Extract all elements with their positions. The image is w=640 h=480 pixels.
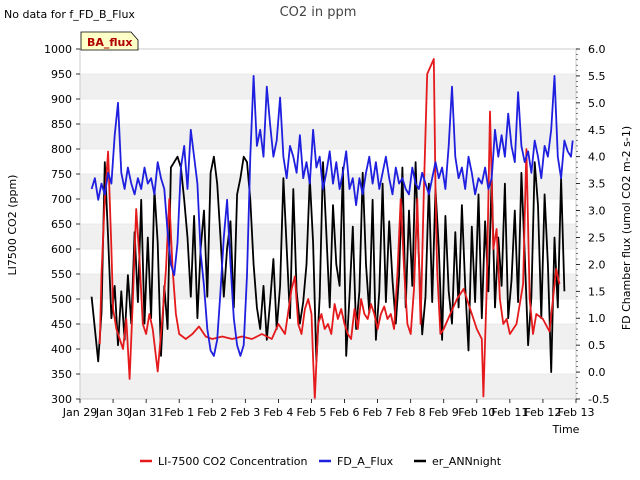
right-axis: -0.5 0.0 0.5 1.0 1.5 2.0 2.5 3.0 3.5 4.0 4.5 5.0 5.5… xyxy=(576,43,609,406)
y2-tick-label: 6.0 xyxy=(588,43,606,56)
grid-band xyxy=(80,74,576,99)
y2-tick-label: 1.0 xyxy=(588,312,606,325)
y-tick-label: 650 xyxy=(51,218,72,231)
y2-tick-label: 2.0 xyxy=(588,258,606,271)
x-tick-label: Feb 6 xyxy=(330,406,360,419)
series-line-er-annnight xyxy=(90,155,566,373)
grid-band xyxy=(80,224,576,249)
x-tick-label: Feb 13 xyxy=(558,406,595,419)
x-tick-label: Feb 2 xyxy=(197,406,227,419)
x-tick-label: Feb 8 xyxy=(396,406,426,419)
y-tick-label: 950 xyxy=(51,68,72,81)
y-tick-label: 700 xyxy=(51,193,72,206)
series-line-fd-a-flux xyxy=(90,75,574,357)
y-tick-label: 350 xyxy=(51,368,72,381)
x-tick-label: Feb 11 xyxy=(491,406,528,419)
x-axis-label: Time xyxy=(552,423,580,436)
legend-item: LI-7500 CO2 Concentration xyxy=(140,455,308,468)
y-tick-label: 600 xyxy=(51,243,72,256)
y2-tick-label: 1.5 xyxy=(588,285,606,298)
y2-tick-label: 3.0 xyxy=(588,205,606,218)
y-tick-label: 850 xyxy=(51,118,72,131)
x-tick-label: Feb 4 xyxy=(263,406,293,419)
legend: LI-7500 CO2 Concentration FD_A_Flux er_ANN… xyxy=(140,455,502,468)
y-axis-label: LI7500 CO2 (ppm) xyxy=(6,175,19,276)
legend-item: FD_A_Flux xyxy=(319,455,394,468)
y2-tick-label: 0.5 xyxy=(588,339,606,352)
y2-tick-label: 5.0 xyxy=(588,97,606,110)
no-data-note: No data for f_FD_B_Flux xyxy=(4,8,135,21)
badge-label: BA_flux xyxy=(87,36,132,49)
y2-tick-label: 4.5 xyxy=(588,124,606,137)
legend-label: er_ANNnight xyxy=(432,455,502,468)
x-tick-label: Feb 3 xyxy=(230,406,260,419)
legend-label: LI-7500 CO2 Concentration xyxy=(158,455,308,468)
x-tick-label: Feb 1 xyxy=(164,406,194,419)
y-tick-label: 400 xyxy=(51,343,72,356)
y-tick-label: 550 xyxy=(51,268,72,281)
y2-tick-label: 2.5 xyxy=(588,231,606,244)
x-tick-label: Feb 12 xyxy=(524,406,561,419)
badge: BA_flux xyxy=(80,31,139,51)
y2-tick-label: 4.0 xyxy=(588,151,606,164)
y-tick-label: 300 xyxy=(51,393,72,406)
grid-band xyxy=(80,374,576,399)
x-tick-label: Jan 31 xyxy=(128,406,163,419)
x-tick-label: Feb 5 xyxy=(296,406,326,419)
series-line-li-7500-co2-concentration xyxy=(98,58,561,400)
legend-label: FD_A_Flux xyxy=(337,455,394,468)
y-tick-label: 1000 xyxy=(44,43,72,56)
x-tick-label: Feb 7 xyxy=(363,406,393,419)
left-axis: 300 350 400 450 500 550 600 650 700 750 800 850 900 9… xyxy=(44,43,80,406)
y2-axis-label: FD Chamber flux (umol CO2 m-2 s-1) xyxy=(620,126,633,330)
y2-tick-label: -0.5 xyxy=(588,393,609,406)
x-tick-label: Feb 10 xyxy=(458,406,495,419)
y2-tick-label: 5.5 xyxy=(588,70,606,83)
x-tick-label: Feb 9 xyxy=(429,406,459,419)
x-tick-label: Jan 30 xyxy=(95,406,130,419)
chart-title: CO2 in ppm xyxy=(280,5,357,20)
x-tick-label: Jan 29 xyxy=(62,406,97,419)
series-layer xyxy=(90,58,574,400)
y-tick-label: 750 xyxy=(51,168,72,181)
y2-tick-label: 3.5 xyxy=(588,178,606,191)
legend-item: er_ANNnight xyxy=(414,455,502,468)
y-tick-label: 800 xyxy=(51,143,72,156)
y2-tick-label: 0.0 xyxy=(588,366,606,379)
y-tick-label: 900 xyxy=(51,93,72,106)
y-tick-label: 450 xyxy=(51,318,72,331)
y-tick-label: 500 xyxy=(51,293,72,306)
